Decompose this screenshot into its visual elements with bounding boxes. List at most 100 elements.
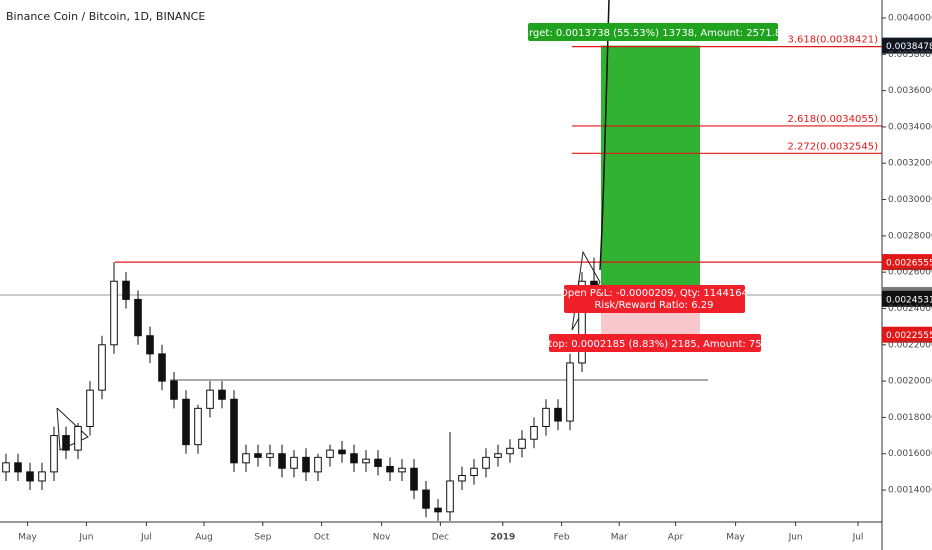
pnl-box (564, 285, 745, 313)
candle-body (302, 456, 310, 473)
x-tick-label: May (726, 533, 745, 543)
candle-body (14, 462, 22, 473)
candle-body (434, 507, 442, 513)
candle-body (134, 298, 142, 337)
y-tick-label: 0.0034000 (888, 122, 932, 132)
candle-body (146, 335, 154, 355)
y-tick-label: 0.0018000 (888, 413, 932, 423)
candle-body (38, 471, 46, 482)
last-price-bg (882, 290, 932, 307)
y-tick-label: 0.0038000 (888, 50, 932, 60)
fib-label: 2.272(0.0032545) (787, 141, 878, 152)
y-tick-label: 0.0028000 (888, 231, 932, 241)
candle-body (170, 380, 178, 400)
candle-body (122, 280, 130, 300)
fib-label: 3.618(0.0038421) (787, 35, 878, 46)
y-tick-label: 0.0040000 (888, 13, 932, 23)
candle-body (50, 435, 58, 473)
candle-body (254, 453, 262, 458)
y-tick-label: 0.0030000 (888, 195, 932, 205)
y-tick-label: 0.0022000 (888, 340, 932, 350)
ratio-label: Risk/Reward Ratio: 6.29 (594, 300, 713, 311)
candle-body (290, 456, 298, 469)
candle-body (482, 456, 490, 469)
candle-body (182, 398, 190, 446)
candle-body (326, 449, 334, 458)
candle-body (542, 407, 550, 427)
resistance-price: 0.0026555 (886, 259, 932, 269)
candle-body (2, 462, 10, 473)
candle-body (242, 453, 250, 464)
candle-body (530, 425, 538, 440)
candle-body (266, 453, 274, 458)
fib-label: 2.618(0.0034055) (787, 114, 878, 125)
y-tick-label: 0.0020000 (888, 377, 932, 387)
target-label-bg (528, 23, 778, 41)
candle-body (494, 453, 502, 458)
x-tick-label: Jul (140, 533, 152, 543)
candle-body (350, 453, 358, 464)
y-tick-label: 0.0032000 (888, 159, 932, 169)
candle-body (86, 389, 94, 427)
y-tick-label: 0.0026000 (888, 268, 932, 278)
candle-body (194, 407, 202, 446)
x-tick-label: May (18, 533, 37, 543)
x-tick-label: Nov (373, 533, 391, 543)
candle-body (362, 458, 370, 464)
candle-body (26, 471, 34, 482)
candle-body (374, 458, 382, 467)
x-tick-label: Sep (254, 533, 271, 543)
candle-body (458, 475, 466, 482)
x-tick-label: Aug (195, 533, 213, 543)
candle-body (314, 456, 322, 473)
x-tick-label: 2019 (490, 533, 515, 543)
chart-title: Binance Coin / Bitcoin, 1D, BINANCE (6, 10, 205, 23)
candle-body (62, 435, 70, 451)
candle-body (554, 407, 562, 422)
target-label: Target: 0.0013738 (55.53%) 13738, Amount… (517, 28, 787, 39)
x-tick-label: Jun (78, 533, 93, 543)
candle-body (98, 344, 106, 391)
y-tick-label: 0.0016000 (888, 449, 932, 459)
candle-body (446, 480, 454, 513)
y-tick-label: 0.0024000 (888, 304, 932, 314)
candle-body (410, 467, 418, 491)
candle-body (470, 467, 478, 477)
candle-body (74, 425, 82, 451)
stop-price-bg (882, 326, 932, 343)
target-price-bg (882, 37, 932, 54)
candle-body (218, 389, 226, 400)
candle-body (158, 353, 166, 382)
triangle-pattern (56, 407, 89, 451)
resistance-price-bg (882, 254, 932, 271)
y-tick-label: 0.0036000 (888, 86, 932, 96)
candle-body (398, 467, 406, 473)
x-tick-label: Feb (554, 533, 570, 543)
candle-body (278, 453, 286, 469)
y-tick-label: 0.0014000 (888, 486, 932, 496)
candle-body (518, 438, 526, 449)
pnl-label: Open P&L: -0.0000209, Qty: 1144164 (560, 288, 748, 299)
x-tick-label: Oct (314, 533, 330, 543)
candle-body (506, 447, 514, 455)
candle-body (230, 398, 238, 464)
x-tick-label: Jun (788, 533, 803, 543)
stop-label-bg (549, 334, 761, 352)
x-tick-label: Mar (611, 533, 628, 543)
target-zone (601, 45, 700, 296)
x-tick-label: Jul (852, 533, 864, 543)
target-price: 0.0038478 (886, 42, 932, 52)
x-tick-label: Dec (432, 533, 449, 543)
x-tick-label: Apr (668, 533, 684, 543)
candle-body (338, 449, 346, 455)
candle-body (422, 489, 430, 509)
candle-body (206, 389, 214, 409)
candle-body (566, 362, 574, 422)
candle-body (578, 280, 586, 364)
candle-body (386, 465, 394, 473)
stop-label: Stop: 0.0002185 (8.83%) 2185, Amount: 75… (542, 339, 768, 350)
last-price: 0.0024531 (886, 295, 932, 305)
candle-body (110, 280, 118, 346)
